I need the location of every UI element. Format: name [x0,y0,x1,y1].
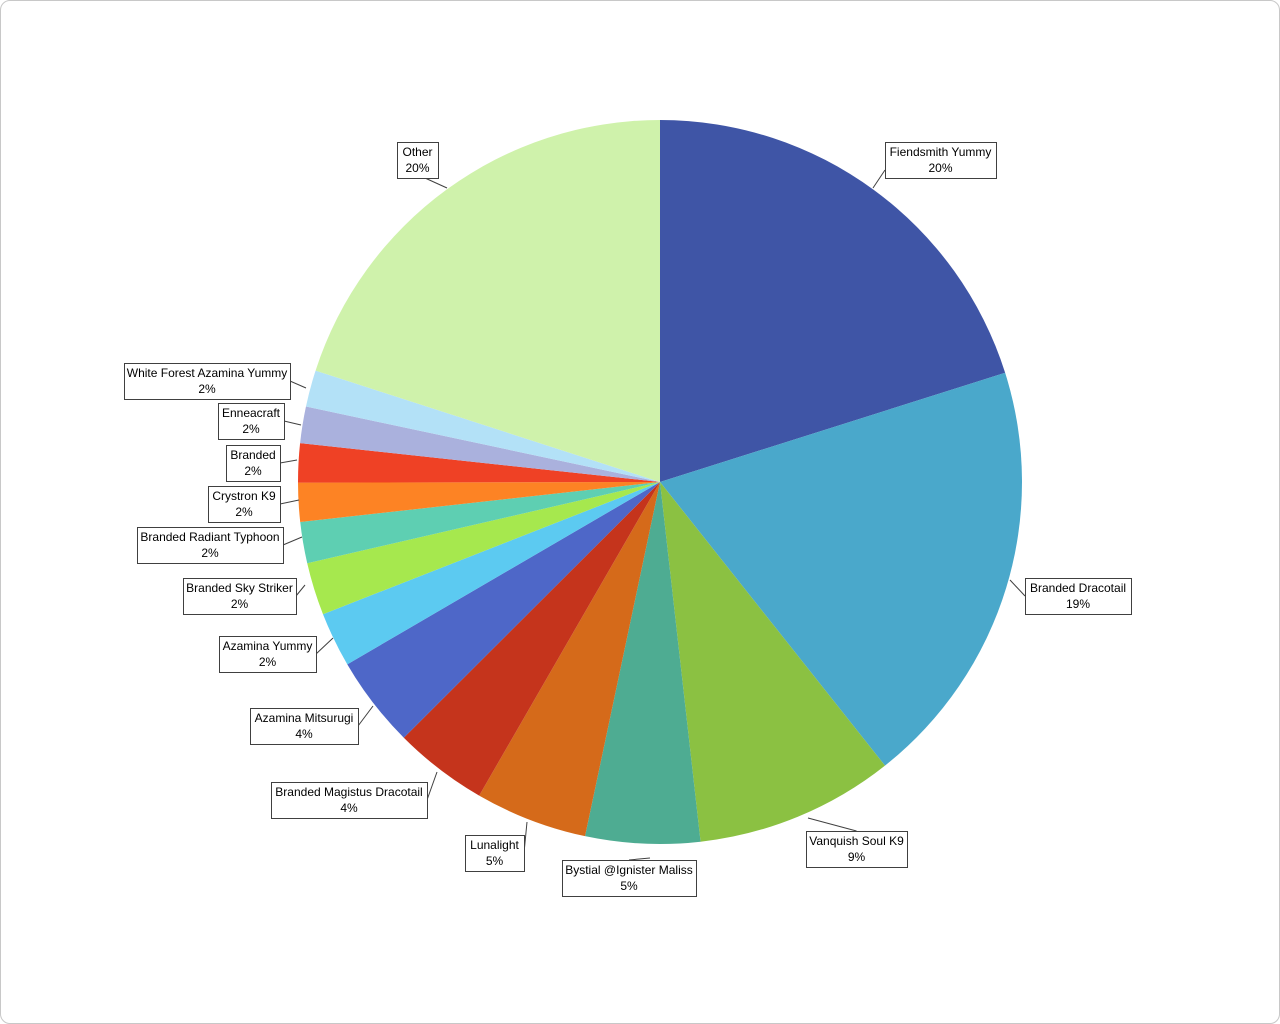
data-label-name: Azamina Yummy [223,639,313,653]
data-label-percent: 2% [259,655,277,669]
leader-line-fiendsmith-yummy [872,169,886,189]
data-label-name: Branded Magistus Dracotail [275,785,422,799]
data-label-name: Branded Sky Striker [186,581,293,595]
data-label-box [208,486,281,523]
leader-line-other [424,177,448,189]
slice-fiendsmith-yummy [660,120,1006,482]
data-label-percent: 9% [848,850,866,864]
data-label-enneacraft: Enneacraft 2% [218,403,285,440]
data-label-percent: 2% [201,546,219,560]
slice-branded-radiant-typhoon [300,482,660,564]
data-label-box [465,835,525,872]
slice-white-forest-azamina-yummy [305,370,660,482]
data-label-box [885,142,997,179]
data-label-box [219,636,317,673]
slice-bystial-ignister-maliss [585,482,701,844]
leader-line-branded-dracotail [1009,579,1026,597]
data-label-box [250,708,359,745]
data-label-percent: 2% [235,505,253,519]
data-label-box [218,403,285,440]
data-label-name: Fiendsmith Yummy [890,145,992,159]
data-label-bystial-ignister-maliss: Bystial @Ignister Maliss 5% [562,860,697,897]
slice-enneacraft [300,406,660,482]
leader-line-branded [279,459,298,464]
leader-line-branded-radiant-typhoon [282,536,303,546]
slice-crystron-k9 [298,482,660,522]
slice-other [315,120,660,482]
data-label-name: Lunalight [470,838,519,852]
pie-slices [298,120,1023,844]
slice-vanquish-soul-k9 [660,482,885,842]
data-label-other: Other 20% [397,142,439,179]
data-label-name: Azamina Mitsurugi [255,711,354,725]
data-label-name: Branded Radiant Typhoon [140,530,279,544]
data-label-name: Crystron K9 [212,489,276,503]
data-label-name: Branded [230,448,275,462]
data-label-box [124,363,291,400]
leader-line-enneacraft [283,420,302,426]
data-label-percent: 2% [231,597,249,611]
leader-line-branded-sky-striker [295,584,306,597]
data-label-vanquish-soul-k9: Vanquish Soul K9 9% [806,831,908,868]
data-label-percent: 2% [242,422,260,436]
data-label-percent: 2% [244,464,262,478]
data-label-azamina-yummy: Azamina Yummy 2% [219,636,317,673]
data-label-branded-dracotail: Branded Dracotail 19% [1025,578,1132,615]
data-label-percent: 4% [340,801,358,815]
leader-line-vanquish-soul-k9 [807,817,857,832]
leader-line-branded-magistus-dracotail [426,771,438,801]
data-label-name: Enneacraft [222,406,281,420]
data-label-box [562,860,697,897]
data-label-percent: 20% [405,161,429,175]
data-label-box [806,831,908,868]
data-label-percent: 20% [928,161,952,175]
slice-branded [298,443,660,483]
data-label-lunalight: Lunalight 5% [465,835,525,872]
data-label-branded: Branded 2% [226,445,281,482]
data-label-box [271,782,428,819]
data-label-fiendsmith-yummy: Fiendsmith Yummy 20% [885,142,997,179]
data-label-branded-sky-striker: Branded Sky Striker 2% [183,578,297,615]
slice-azamina-yummy [323,482,660,665]
leader-line-azamina-mitsurugi [357,705,374,727]
data-label-box [1025,578,1132,615]
data-label-azamina-mitsurugi: Azamina Mitsurugi 4% [250,708,359,745]
data-label-name: Other [402,145,432,159]
slice-branded-magistus-dracotail [403,482,660,796]
leader-line-white-forest-azamina-yummy [289,380,307,389]
data-label-percent: 19% [1066,597,1090,611]
slice-azamina-mitsurugi [347,482,660,738]
leader-lines [279,169,1026,861]
data-label-name: Vanquish Soul K9 [809,834,904,848]
data-label-name: Bystial @Ignister Maliss [565,863,693,877]
data-label-percent: 4% [295,727,313,741]
leader-line-crystron-k9 [279,499,300,505]
data-label-branded-magistus-dracotail: Branded Magistus Dracotail 4% [271,782,428,819]
leader-line-bystial-ignister-maliss [628,857,651,861]
slice-branded-dracotail [660,372,1023,766]
data-label-crystron-k9: Crystron K9 2% [208,486,281,523]
data-label-box [397,142,439,179]
leader-line-azamina-yummy [315,637,334,655]
data-label-name: White Forest Azamina Yummy [127,366,288,380]
data-labels: Fiendsmith Yummy 20% Branded Dracotail 19% V… [124,142,1132,897]
data-label-branded-radiant-typhoon: Branded Radiant Typhoon 2% [137,527,284,564]
data-label-percent: 5% [620,879,638,893]
slice-branded-sky-striker [307,482,660,615]
data-label-box [183,578,297,615]
data-label-box [226,445,281,482]
data-label-percent: 2% [198,382,216,396]
data-label-percent: 5% [486,854,504,868]
data-label-name: Branded Dracotail [1030,581,1126,595]
data-label-white-forest-azamina-yummy: White Forest Azamina Yummy 2% [124,363,291,400]
data-label-box [137,527,284,564]
slice-lunalight [479,482,660,837]
